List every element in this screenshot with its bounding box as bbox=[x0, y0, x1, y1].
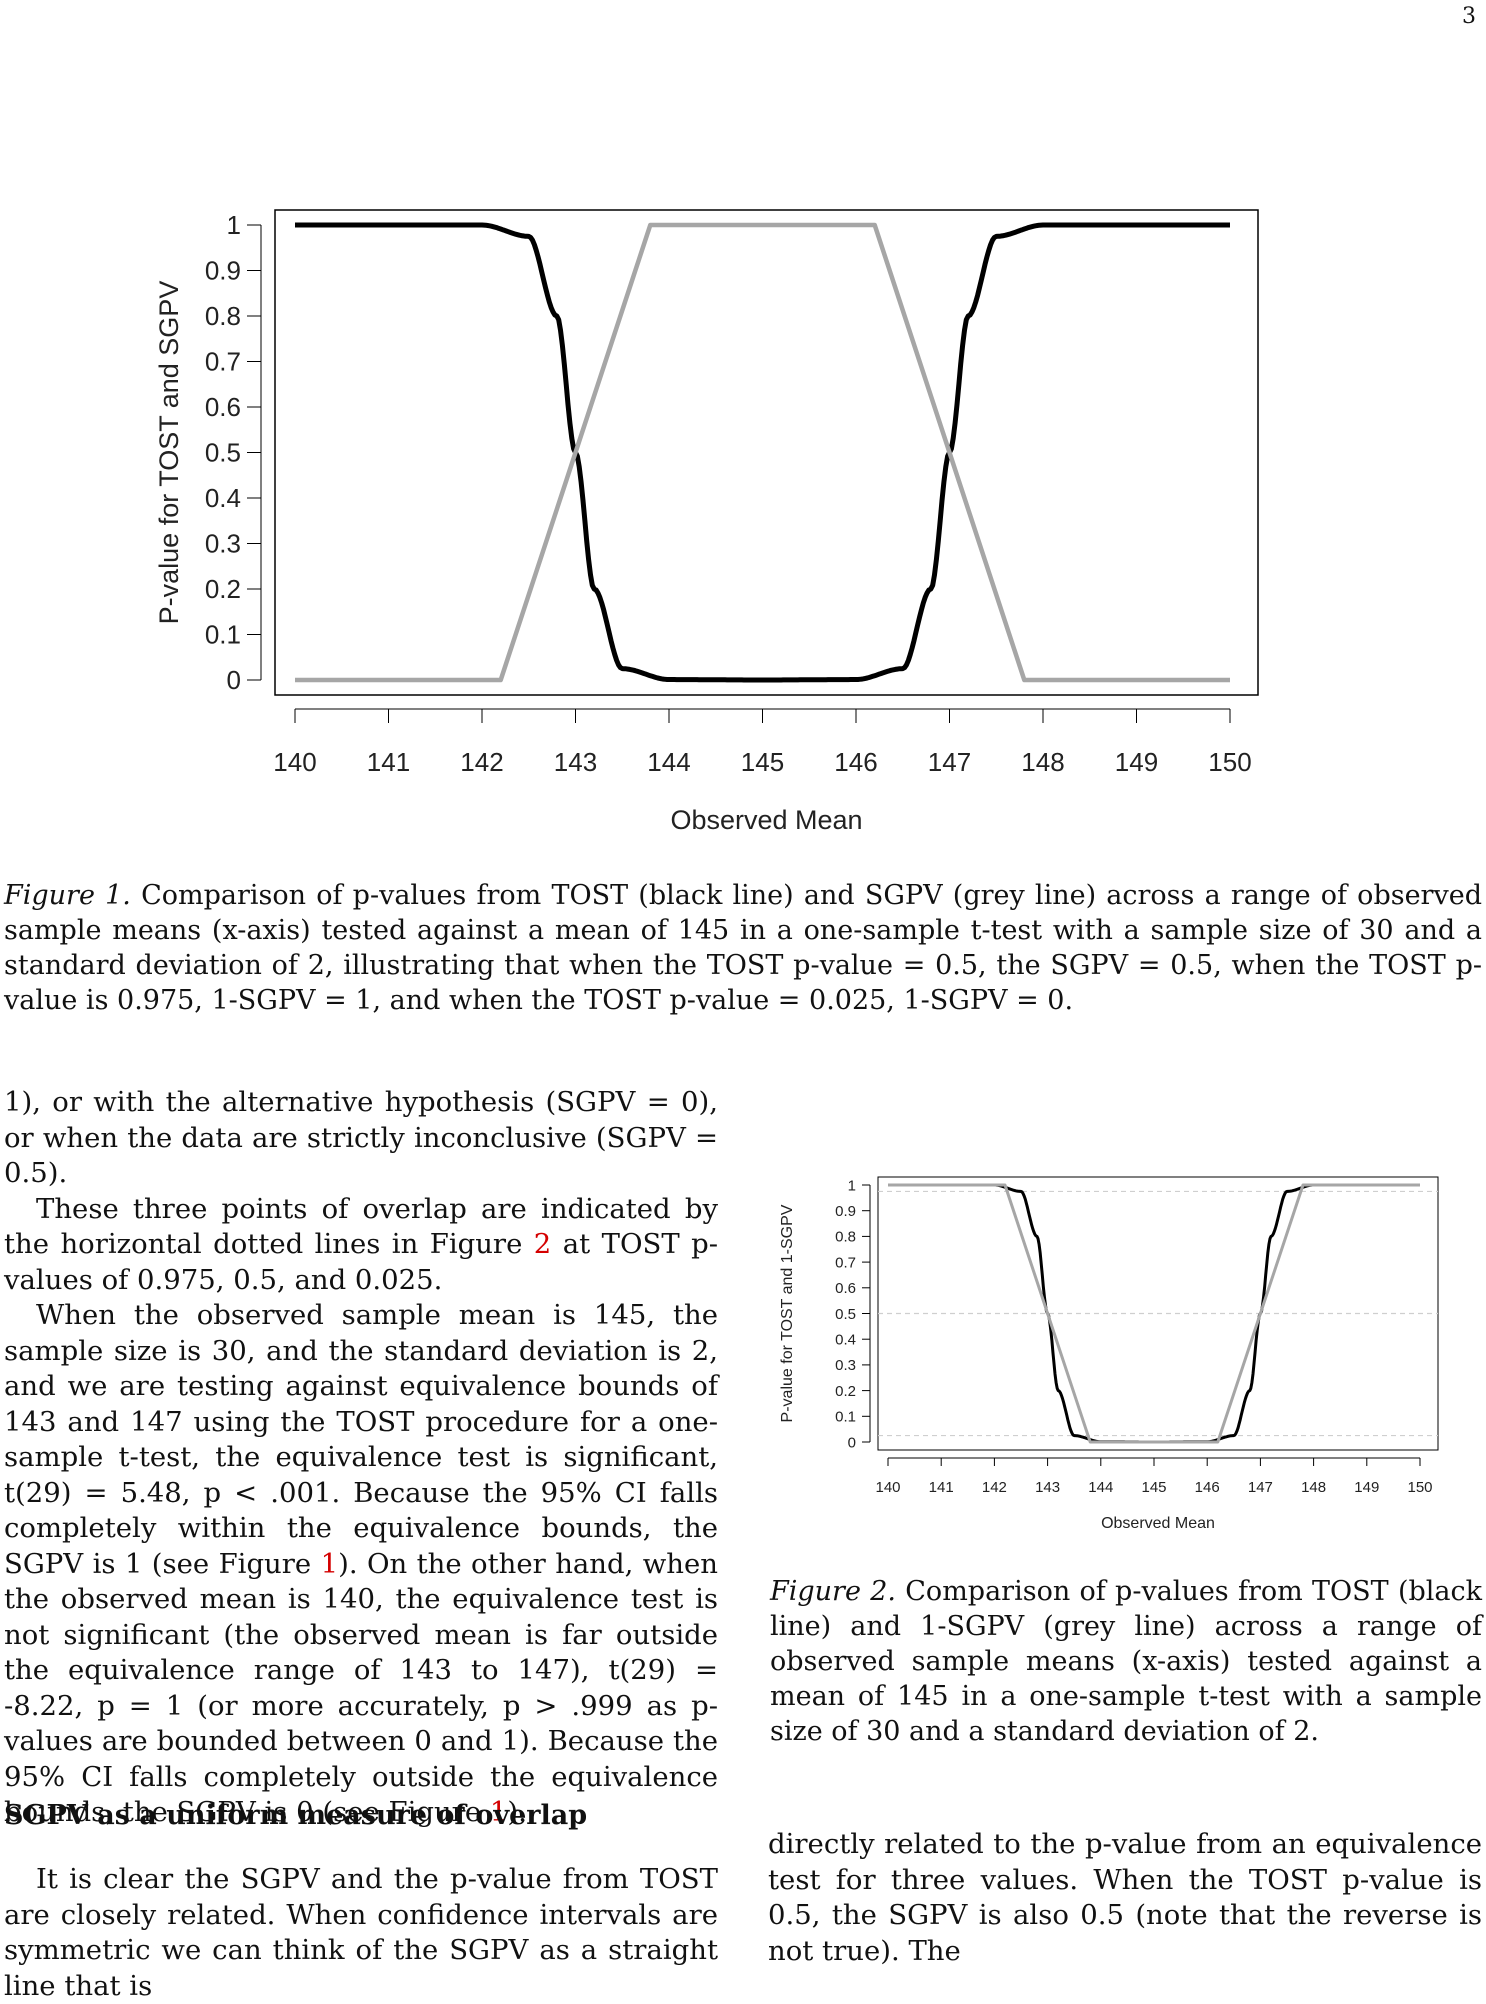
x-tick-label: 141 bbox=[367, 747, 410, 777]
figure-1-label: Figure 1. bbox=[4, 880, 131, 911]
x-axis-title: Observed Mean bbox=[1101, 1515, 1215, 1532]
page-number: 3 bbox=[1462, 4, 1476, 29]
paragraph-1: 1), or with the alternative hypothesis (… bbox=[4, 1086, 718, 1189]
x-tick-label: 148 bbox=[1021, 747, 1064, 777]
figure-1-link[interactable]: 1 bbox=[489, 1796, 508, 1828]
y-tick-label: 0.5 bbox=[835, 1306, 856, 1323]
y-tick-label: 0.2 bbox=[205, 574, 241, 604]
x-axis-title: Observed Mean bbox=[670, 805, 862, 835]
paragraph-2-text-a: These three points of overlap are indica… bbox=[4, 1192, 718, 1261]
section-heading: SGPV as a uniform measure of overlap bbox=[4, 1800, 588, 1831]
y-tick-label: 0.4 bbox=[205, 483, 241, 513]
y-tick-label: 0.5 bbox=[205, 438, 241, 468]
y-tick-label: 0.7 bbox=[835, 1254, 856, 1271]
y-tick-label: 0 bbox=[227, 665, 241, 695]
y-tick-label: 0.7 bbox=[205, 347, 241, 377]
paragraph-3-text-a: When the observed sample mean is 145, th… bbox=[4, 1299, 718, 1580]
x-tick-label: 142 bbox=[982, 1479, 1007, 1496]
x-tick-label: 143 bbox=[1035, 1479, 1060, 1496]
x-tick-label: 143 bbox=[554, 747, 597, 777]
left-column: 1), or with the alternative hypothesis (… bbox=[4, 1085, 718, 1831]
paragraph-5: directly related to the p-value from an … bbox=[768, 1828, 1482, 1967]
y-tick-label: 0.8 bbox=[835, 1229, 856, 1246]
figure-1-link[interactable]: 1 bbox=[320, 1547, 339, 1580]
x-tick-label: 147 bbox=[1248, 1479, 1273, 1496]
y-tick-label: 0.2 bbox=[835, 1383, 856, 1400]
x-tick-label: 148 bbox=[1301, 1479, 1326, 1496]
paragraph-3-text-c: ). bbox=[507, 1796, 527, 1828]
y-axis-title: P-value for TOST and 1-SGPV bbox=[779, 1204, 796, 1422]
y-tick-label: 0.6 bbox=[205, 392, 241, 422]
figure-2-chart: 0 0.1 0.2 0.3 0.4 0.5 0.6 0.7 0.8 0.9 1 140 141 142 14… bbox=[779, 1176, 1439, 1532]
x-tick-label: 149 bbox=[1354, 1479, 1379, 1496]
x-tick-label: 150 bbox=[1407, 1479, 1432, 1496]
y-tick-label: 1 bbox=[848, 1177, 856, 1194]
y-tick-label: 0.9 bbox=[835, 1203, 856, 1220]
x-tick-label: 140 bbox=[273, 747, 316, 777]
x-tick-label: 146 bbox=[834, 747, 877, 777]
x-tick-label: 147 bbox=[928, 747, 971, 777]
sgpv-line bbox=[888, 1183, 1420, 1444]
sgpv-line bbox=[295, 222, 1230, 683]
figure-2-label: Figure 2. bbox=[770, 1576, 896, 1607]
y-axis-title: P-value for TOST and SGPV bbox=[154, 281, 184, 625]
plot-frame bbox=[274, 209, 1259, 696]
figure-2-link[interactable]: 2 bbox=[533, 1228, 552, 1260]
y-tick-label: 0.1 bbox=[205, 620, 241, 650]
y-tick-label: 0.6 bbox=[835, 1280, 856, 1297]
figure-2-caption: Figure 2. Comparison of p-values from TO… bbox=[770, 1574, 1482, 1749]
y-tick-label: 0 bbox=[848, 1434, 856, 1451]
paragraph-2: These three points of overlap are indica… bbox=[4, 1192, 718, 1299]
y-tick-label: 0.9 bbox=[205, 256, 241, 286]
y-tick-label: 1 bbox=[227, 210, 241, 240]
tost-line bbox=[294, 222, 1231, 683]
paragraph-2-text-b: at TOST p-values of 0.975, 0.5, and 0.02… bbox=[4, 1228, 719, 1296]
x-tick-label: 145 bbox=[1141, 1479, 1166, 1496]
figure-2-caption-text: Comparison of p-values from TOST (black … bbox=[770, 1576, 1482, 1747]
figure-1-caption-text: Comparison of p-values from TOST (black … bbox=[4, 880, 1482, 1016]
y-tick-label: 0.3 bbox=[205, 529, 241, 559]
paragraph-3-text-b: ). On the other hand, when the observed … bbox=[4, 1547, 718, 1829]
x-tick-label: 150 bbox=[1208, 747, 1251, 777]
x-tick-label: 140 bbox=[875, 1479, 900, 1496]
y-tick-label: 0.8 bbox=[205, 301, 241, 331]
paragraph-3: When the observed sample mean is 145, th… bbox=[4, 1298, 718, 1831]
figure-1-caption: Figure 1. Comparison of p-values from TO… bbox=[4, 878, 1482, 1018]
x-tick-label: 144 bbox=[1088, 1479, 1113, 1496]
x-tick-label: 141 bbox=[929, 1479, 954, 1496]
y-tick-label: 0.3 bbox=[835, 1357, 856, 1374]
x-tick-label: 142 bbox=[460, 747, 503, 777]
x-tick-label: 144 bbox=[647, 747, 690, 777]
y-tick-label: 0.4 bbox=[835, 1331, 856, 1348]
figure-1-chart: 0 0.1 0.2 0.3 0.4 0.5 0.6 0.7 0.8 0.9 1 140 141 142 14… bbox=[154, 209, 1259, 835]
x-tick-label: 146 bbox=[1195, 1479, 1220, 1496]
paragraph-4: It is clear the SGPV and the p-value fro… bbox=[4, 1863, 718, 2002]
x-tick-label: 149 bbox=[1115, 747, 1158, 777]
y-tick-label: 0.1 bbox=[835, 1409, 856, 1426]
x-tick-label: 145 bbox=[741, 747, 784, 777]
